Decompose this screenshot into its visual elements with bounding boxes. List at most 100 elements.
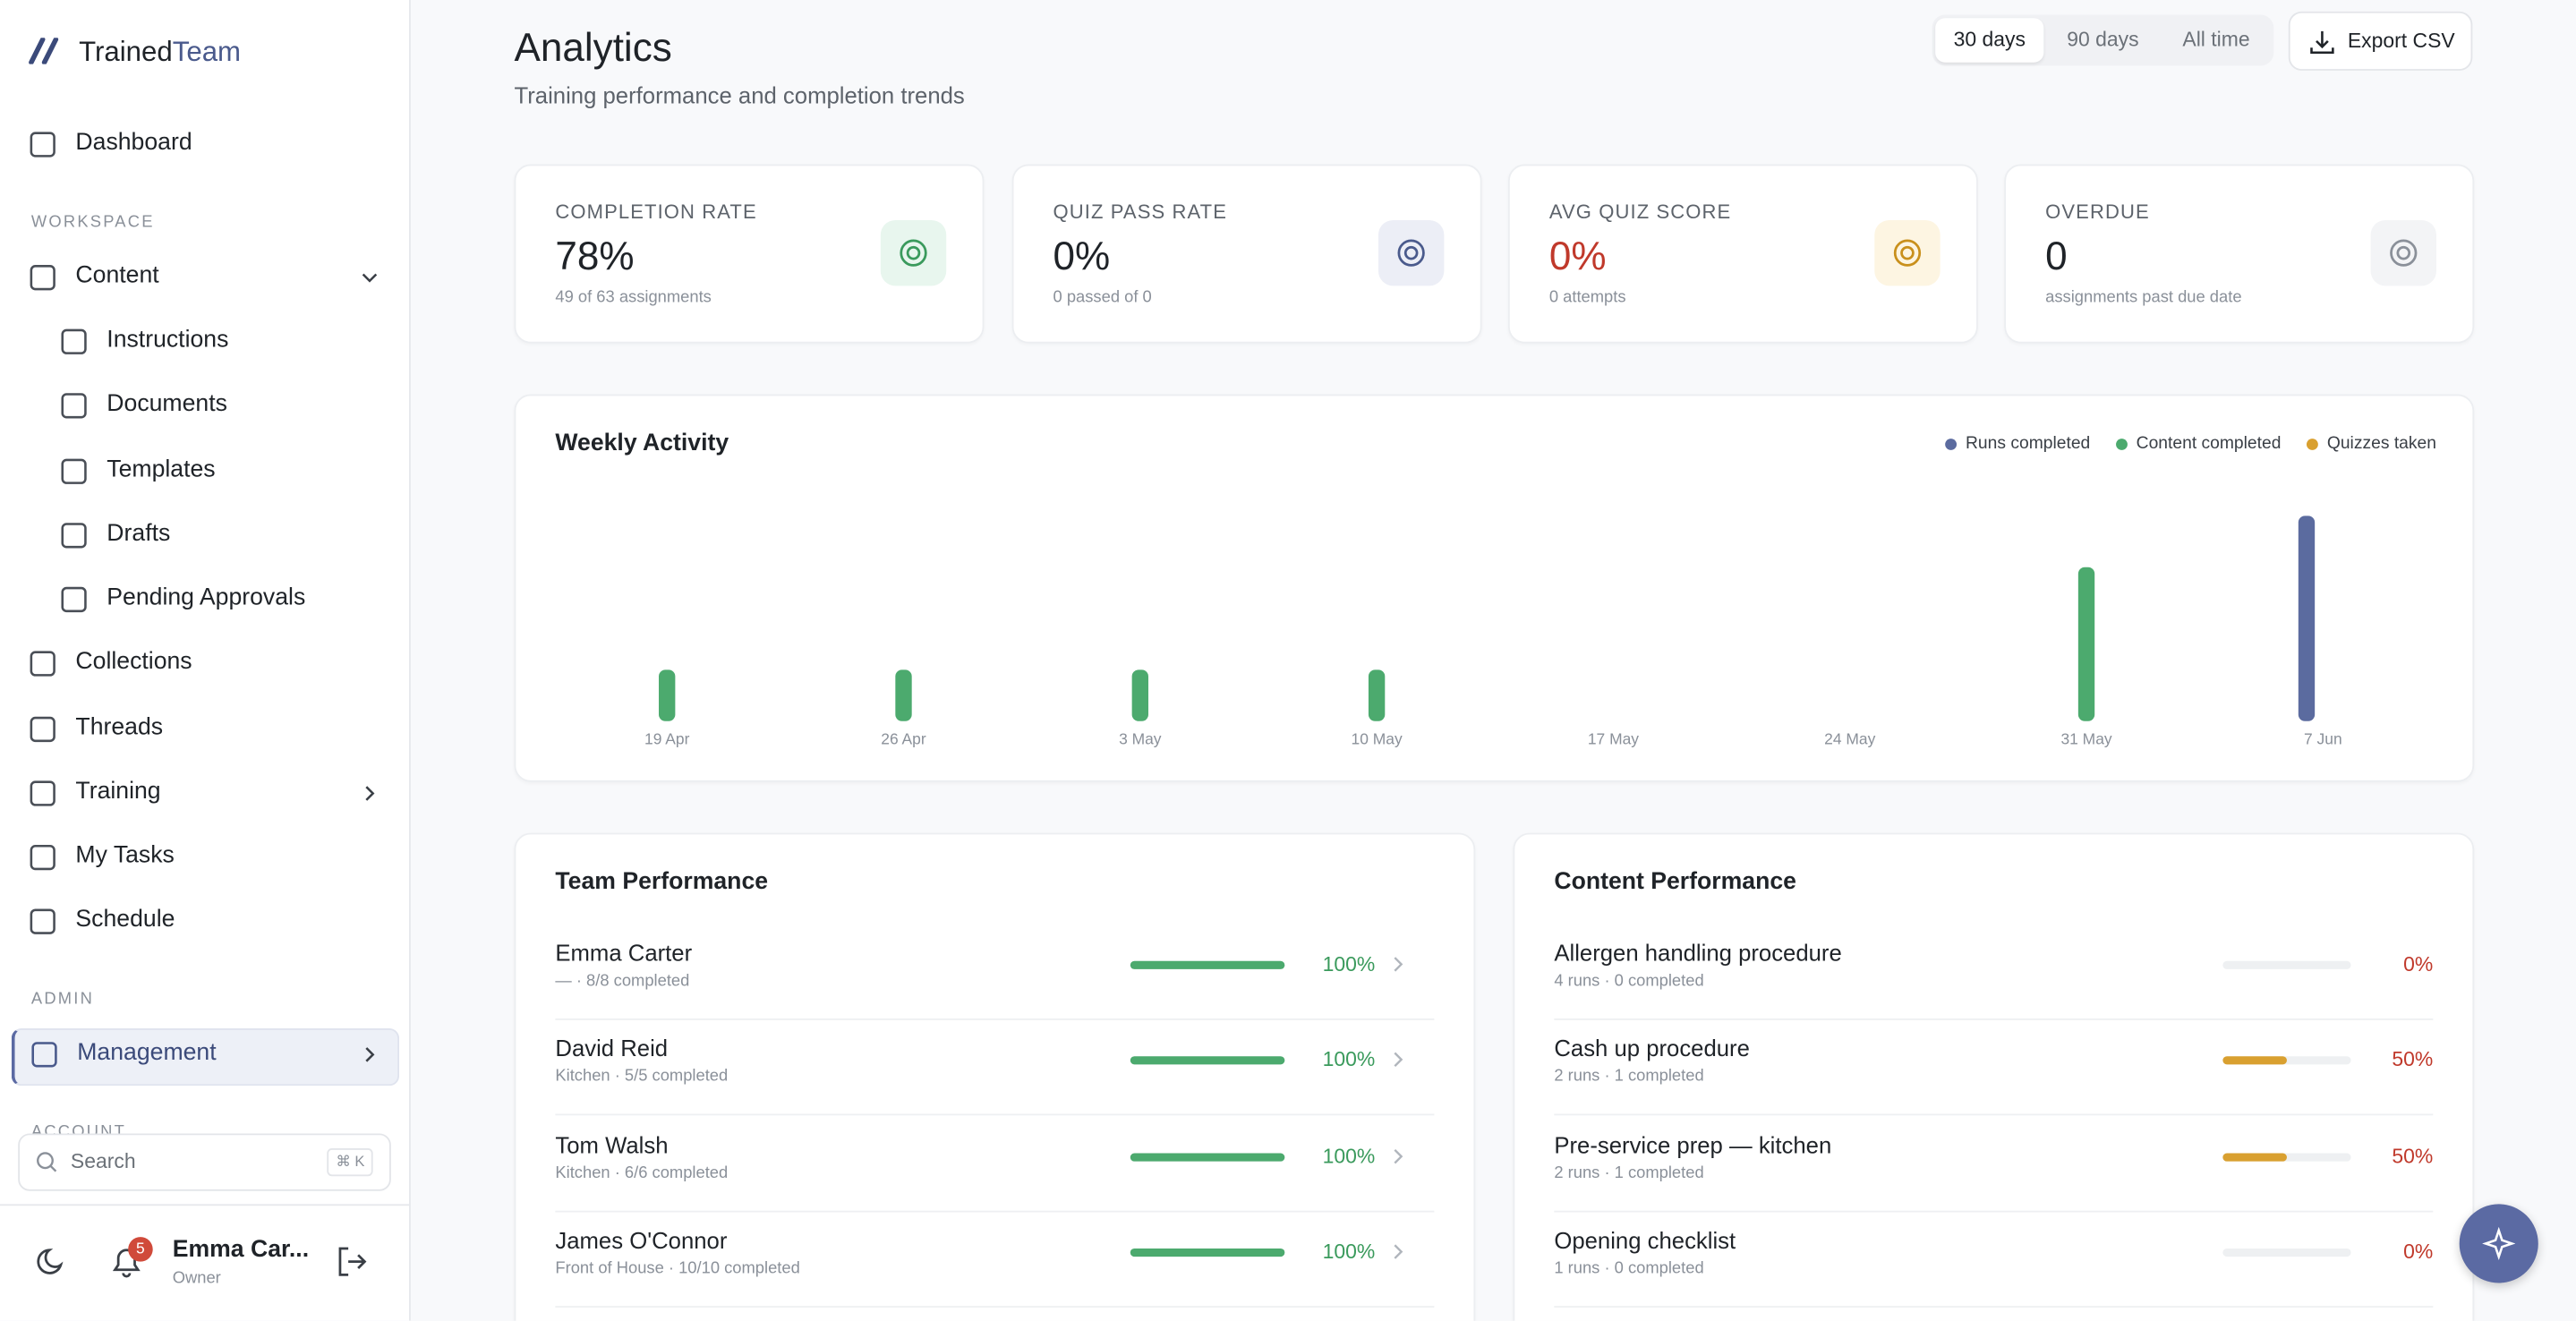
row-name: Emma Carter xyxy=(555,939,693,967)
row-meta: Kitchen · 6/6 completed xyxy=(555,1163,729,1182)
icon-shape xyxy=(61,328,87,354)
nav-icon xyxy=(31,1042,57,1068)
table-row[interactable]: David Reid Kitchen · 5/5 completed 100% xyxy=(555,1035,1435,1116)
icon xyxy=(1397,239,1425,267)
nav-item[interactable]: Drafts xyxy=(107,520,171,548)
nav-icon xyxy=(61,328,87,354)
x-tick-label: 17 May xyxy=(1588,729,1639,747)
chevron xyxy=(1394,1244,1403,1259)
stat-sub: 0 attempts xyxy=(1548,289,1626,308)
nav-icon xyxy=(30,132,55,158)
nav-item[interactable]: Dashboard xyxy=(75,130,192,157)
nav-active-bg xyxy=(11,1027,400,1087)
progress-track xyxy=(1130,960,1285,969)
legend-label: Runs completed xyxy=(1966,433,2091,454)
row-name: Tom Walsh xyxy=(555,1130,669,1158)
nav-item[interactable]: Content xyxy=(75,262,159,290)
nav-icon xyxy=(30,780,55,806)
row-percent: 0% xyxy=(2403,1240,2434,1264)
range-button[interactable]: 90 days xyxy=(2067,28,2139,51)
row-meta: 2 runs · 1 completed xyxy=(1554,1068,1704,1087)
bar xyxy=(2077,567,2095,721)
table-row[interactable]: Pre-service prep — kitchen 2 runs · 1 com… xyxy=(1554,1131,2434,1212)
icon-shape xyxy=(900,239,927,267)
nav-icon xyxy=(30,716,55,743)
assistant-button[interactable] xyxy=(2459,1204,2538,1283)
icon-shape xyxy=(2390,239,2418,267)
table-row[interactable]: Tom Walsh Kitchen · 6/6 completed 100% xyxy=(555,1130,1435,1212)
row-meta: 2 runs · 1 completed xyxy=(1554,1163,1704,1182)
chevron xyxy=(1394,1053,1403,1068)
export-button[interactable]: Export CSV xyxy=(2288,11,2473,71)
stat-icon xyxy=(880,219,947,286)
team-card: Team Performance Emma Carter — · 8/8 compl… xyxy=(514,832,1476,1321)
icon xyxy=(1893,239,1922,267)
row-percent: 0% xyxy=(2403,952,2434,976)
table-row[interactable]: Emma Carter — · 8/8 completed 100% xyxy=(555,939,1435,1020)
row-meta: Kitchen · 5/5 completed xyxy=(555,1068,729,1087)
range-button[interactable]: 30 days xyxy=(1935,18,2044,63)
stat-label: QUIZ PASS RATE xyxy=(1053,200,1228,224)
progress-track xyxy=(1130,1152,1285,1161)
nav-item[interactable]: Instructions xyxy=(107,327,229,354)
bar xyxy=(1131,669,1148,721)
nav-item[interactable]: Templates xyxy=(107,456,216,483)
chevron-shape xyxy=(362,273,378,283)
user-name[interactable]: Emma Car... xyxy=(172,1237,310,1264)
icon-shape xyxy=(1397,239,1425,267)
row-name: Cash up procedure xyxy=(1554,1035,1750,1062)
nav-section: ADMIN xyxy=(30,990,95,1009)
nav-icon xyxy=(30,265,55,291)
table-row[interactable]: Allergen handling procedure 4 runs · 0 co… xyxy=(1554,940,2434,1020)
row-meta: — · 8/8 completed xyxy=(555,972,690,991)
row-percent: 100% xyxy=(1322,1144,1376,1168)
table-row[interactable]: James O'Connor Front of House · 10/10 com… xyxy=(555,1227,1435,1308)
progress-bar xyxy=(1130,1152,1285,1161)
nav-item[interactable]: Documents xyxy=(107,390,227,418)
table-row[interactable]: Opening checklist 1 runs · 0 completed 0% xyxy=(1554,1227,2434,1308)
nav-item[interactable]: Pending Approvals xyxy=(107,584,306,611)
nav-item[interactable]: My Tasks xyxy=(75,842,175,869)
chevron-shape xyxy=(1394,1148,1403,1163)
search-icon xyxy=(37,1152,57,1172)
brand[interactable]: TrainedTeam xyxy=(79,36,241,69)
sparkle-icon xyxy=(2482,1227,2516,1260)
stat-card: AVG QUIZ SCORE 0% 0 attempts xyxy=(1507,164,1978,344)
stat-icon xyxy=(1378,219,1445,286)
nav-item[interactable]: Schedule xyxy=(75,907,175,933)
nav-item[interactable]: Management xyxy=(77,1039,217,1067)
table-row[interactable]: Cash up procedure 2 runs · 1 completed 50% xyxy=(1554,1035,2434,1116)
content-card: Content Performance Allergen handling pro… xyxy=(1513,832,2475,1321)
logout[interactable] xyxy=(335,1245,368,1278)
x-tick-label: 26 Apr xyxy=(881,729,926,747)
range-button[interactable]: All time xyxy=(2182,28,2250,51)
chevron xyxy=(362,273,378,283)
icon-shape xyxy=(61,586,87,613)
stat-sub: 49 of 63 assignments xyxy=(555,289,712,308)
theme-toggle[interactable] xyxy=(36,1245,69,1278)
nav-item[interactable]: Threads xyxy=(75,714,164,741)
chevron xyxy=(365,1047,375,1062)
progress-track xyxy=(2222,1248,2351,1257)
brand-primary: Trained xyxy=(79,36,173,68)
icon-shape xyxy=(2396,245,2411,260)
nav-icon xyxy=(61,458,87,484)
row-percent: 100% xyxy=(1322,1240,1376,1264)
legend-label: Content completed xyxy=(2136,433,2282,454)
nav-item[interactable]: Training xyxy=(75,779,161,805)
x-tick-label: 3 May xyxy=(1119,729,1162,747)
icon-shape xyxy=(30,908,55,934)
legend-label: Quizzes taken xyxy=(2326,433,2436,454)
icon-shape xyxy=(906,245,921,260)
search-box[interactable]: Search ⌘ K xyxy=(18,1133,391,1191)
row-meta: Front of House · 10/10 completed xyxy=(555,1259,800,1278)
legend-item: Content completed xyxy=(2116,433,2282,454)
legend-dot xyxy=(2116,438,2128,449)
row-name: David Reid xyxy=(555,1035,669,1062)
nav-item[interactable]: Collections xyxy=(75,649,192,676)
progress-bar xyxy=(2222,1152,2287,1161)
row-percent: 100% xyxy=(1322,1048,1376,1072)
user-role: Owner xyxy=(172,1269,221,1289)
